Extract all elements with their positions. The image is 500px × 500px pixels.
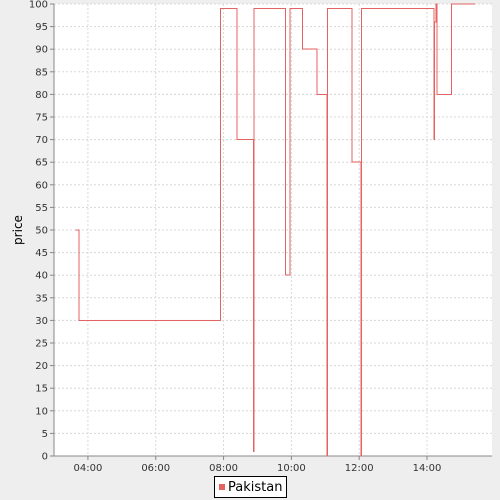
series-line-pakistan [75,3,475,457]
tick-labels: 0 5 10 15 20 25 30 35 40 45 50 55 60 65 70 75 80 85 90 95 10… [29,0,442,474]
y-tick-label: 40 [35,271,48,282]
grid [54,3,492,457]
y-tick-label: 35 [35,293,48,304]
y-tick-label: 100 [29,0,48,11]
x-tick-label: 10:00 [277,463,306,474]
y-tick-label: 60 [35,180,48,191]
y-tick-label: 95 [35,22,48,33]
y-tick-label: 70 [35,135,48,146]
x-tick-label: 06:00 [141,463,170,474]
y-tick-label: 10 [35,406,48,417]
y-tick-label: 85 [35,67,48,78]
y-tick-label: 80 [35,90,48,101]
y-tick-label: 75 [35,113,48,124]
y-tick-label: 90 [35,45,48,56]
series-layer [75,3,475,457]
x-tick-label: 04:00 [73,463,102,474]
y-tick-label: 50 [35,226,48,237]
legend: Pakistan [214,476,288,498]
y-tick-label: 20 [35,361,48,372]
x-tick-label: 12:00 [345,463,374,474]
x-tick-label: 08:00 [209,463,238,474]
y-tick-label: 65 [35,158,48,169]
legend-swatch-pakistan [219,484,225,490]
y-tick-label: 0 [42,452,48,463]
y-tick-label: 25 [35,339,48,350]
y-tick-label: 15 [35,384,48,395]
x-tick-label: 14:00 [413,463,442,474]
y-axis-label: price [11,215,25,245]
legend-label-pakistan: Pakistan [228,479,283,495]
y-tick-label: 30 [35,316,48,327]
y-tick-label: 5 [42,429,48,440]
axes [50,3,492,460]
y-tick-label: 45 [35,248,48,259]
y-tick-label: 55 [35,203,48,214]
